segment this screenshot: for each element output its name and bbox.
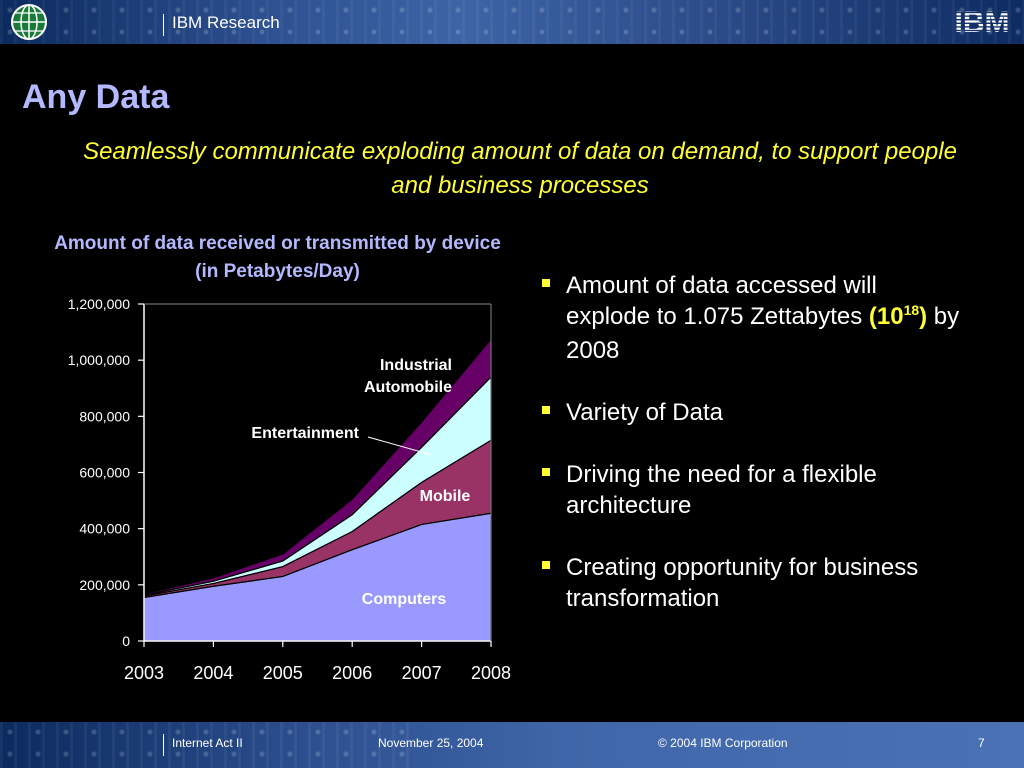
y-tick-label: 1,000,000 [68, 352, 130, 368]
ibm-logo: IBM [955, 6, 1010, 36]
bullet-item: Variety of Data [540, 397, 960, 428]
x-tick-label: 2005 [263, 663, 303, 683]
footer-separator [163, 734, 164, 756]
entertainment-leader-line [367, 436, 433, 456]
label-automobile: Automobile [364, 379, 452, 396]
x-tick-label: 2007 [402, 663, 442, 683]
bullet-text: Variety of Data [566, 399, 723, 426]
bullet-list: Amount of data accessed will explode to … [540, 270, 960, 645]
y-tick-label: 400,000 [79, 521, 130, 537]
bullet-marker [542, 406, 550, 414]
footer-pattern [0, 722, 420, 768]
slide-subtitle: Seamlessly communicate exploding amount … [83, 138, 957, 199]
bullet-marker [542, 561, 550, 569]
bullet-item: Amount of data accessed will explode to … [540, 270, 960, 366]
footer-date: November 25, 2004 [378, 736, 484, 750]
label-entertainment: Entertainment [251, 425, 359, 442]
y-tick-label: 600,000 [79, 465, 130, 481]
y-tick-label: 1,200,000 [68, 296, 130, 312]
chart-title: Amount of data received or transmitted b… [54, 233, 501, 282]
x-tick-label: 2008 [471, 663, 511, 683]
bullet-text: Driving the need for a flexible architec… [566, 461, 877, 519]
bullet-marker [542, 468, 550, 476]
axis-group [138, 303, 492, 647]
area-group [143, 304, 492, 642]
x-tick-label: 2003 [124, 663, 164, 683]
header-title: IBM Research [172, 13, 280, 32]
footer-presentation-name: Internet Act II [172, 736, 243, 750]
series-label-group: Computers Mobile Entertainment Industrial Au… [251, 357, 470, 608]
y-tick-label: 0 [122, 633, 130, 649]
bullet-highlight: (1018) [868, 302, 928, 330]
y-tick-label: 200,000 [79, 577, 130, 593]
label-mobile: Mobile [420, 488, 471, 505]
globe-icon [11, 4, 47, 40]
footer-copyright: © 2004 IBM Corporation [658, 736, 788, 750]
slide-title: Any Data [22, 78, 170, 116]
footer-page-number: 7 [978, 736, 985, 750]
bullet-text-tail: by 2008 [566, 303, 960, 364]
footer-bar: Internet Act II November 25, 2004 © 2004… [0, 722, 1024, 768]
label-computers: Computers [362, 591, 447, 608]
ibm-logo-text: IBM [955, 6, 1010, 36]
bullet-marker [542, 279, 550, 287]
header-separator [163, 14, 164, 36]
bullet-text: Creating opportunity for business transf… [566, 554, 919, 612]
tick-label-group: 0 200,000 400,000 600,000 800,000 1,000,000 1,… [68, 296, 511, 683]
bullet-text: Amount of data accessed will explode to … [566, 272, 877, 330]
y-tick-label: 800,000 [79, 408, 130, 424]
header-bar: IBM Research IBM [0, 0, 1024, 44]
x-tick-label: 2006 [332, 663, 372, 683]
stacked-area-chart: 0 200,000 400,000 600,000 800,000 1,000,000 1,… [68, 296, 511, 683]
label-industrial: Industrial [380, 357, 452, 374]
x-tick-label: 2004 [193, 663, 233, 683]
bullet-item: Driving the need for a flexible architec… [540, 459, 960, 521]
header-pattern [0, 0, 1024, 44]
bullet-item: Creating opportunity for business transf… [540, 552, 960, 614]
